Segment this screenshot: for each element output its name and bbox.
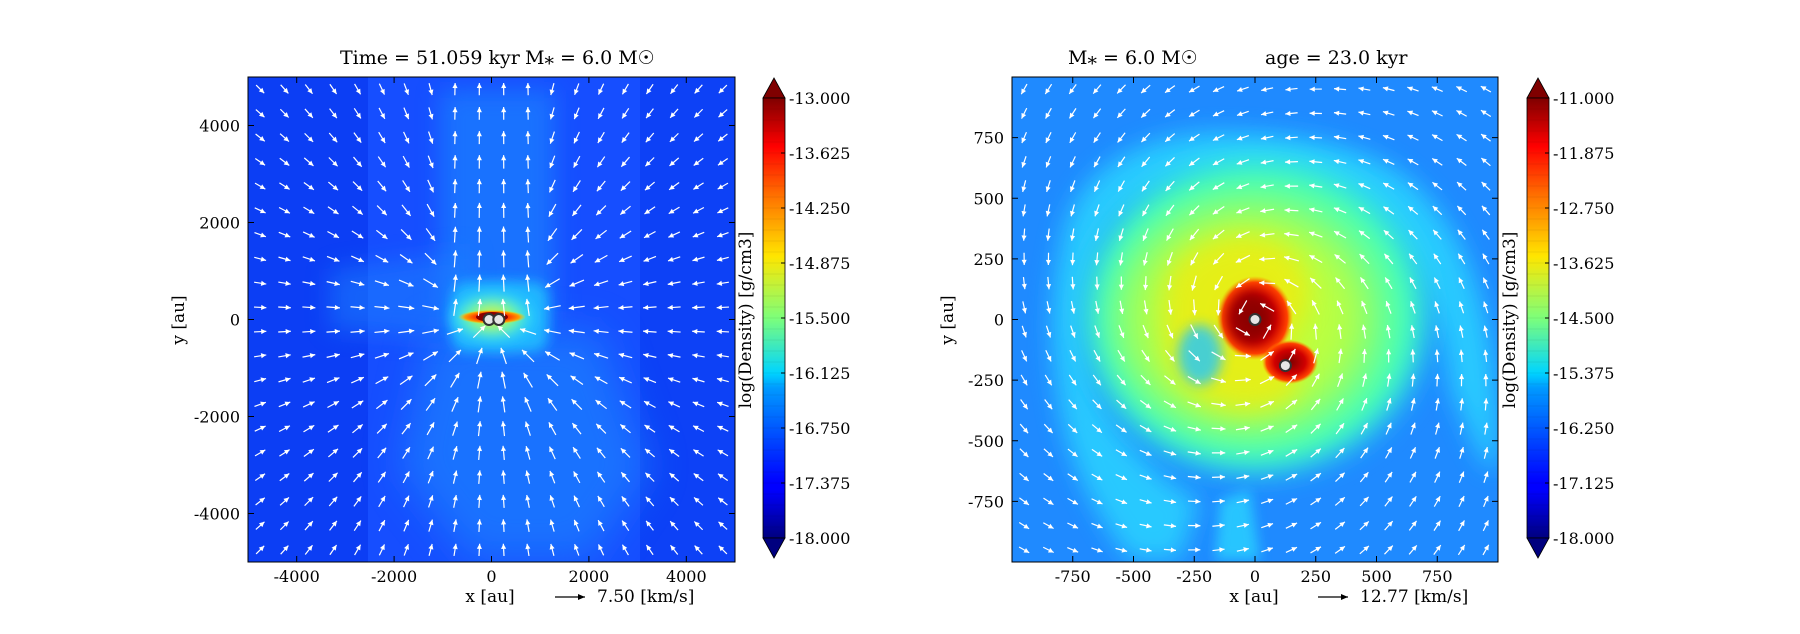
colorbar-tick-label: -17.375 — [789, 474, 850, 493]
title-right-part2: age = 23.0 kyr — [1265, 47, 1408, 69]
colorbar-tick-label: -11.000 — [1553, 89, 1614, 108]
y-tick-label: -2000 — [194, 408, 240, 427]
x-tick-label: -750 — [1055, 567, 1091, 586]
x-tick-label: 750 — [1422, 567, 1453, 586]
colorbar-tick-label: -12.750 — [1553, 199, 1614, 218]
panel-right: -750 -500 -250 0 250 500 750 -750 -500 -250 0 250 5… — [938, 47, 1614, 607]
colorbar-extend-top-right — [1527, 78, 1549, 98]
colorbar-tick-label: -14.875 — [789, 254, 850, 273]
velocity-key-left: 7.50 [km/s] — [555, 587, 694, 607]
velocity-key-label-right: 12.77 [km/s] — [1360, 587, 1468, 607]
colorbar-tick-label: -15.500 — [789, 309, 850, 328]
sink-particle — [493, 314, 504, 325]
x-tick-label: -500 — [1116, 567, 1152, 586]
x-tick-label: 2000 — [569, 567, 610, 586]
velocity-key-right: 12.77 [km/s] — [1318, 587, 1468, 607]
colorbar-extend-bottom-left — [763, 538, 785, 558]
colorbar-tick-label: -16.750 — [789, 419, 850, 438]
colorbar-tick-label: -13.000 — [789, 89, 850, 108]
sink-particles-left — [484, 314, 505, 325]
colorbar-tick-label: -15.375 — [1553, 364, 1614, 383]
x-tick-label: -4000 — [274, 567, 320, 586]
y-tick-label: 0 — [230, 311, 240, 330]
x-axis-label-left: x [au] — [465, 587, 514, 607]
colorbar-tick-label: -14.250 — [789, 199, 850, 218]
colorbar-tick-label: -13.625 — [1553, 254, 1614, 273]
colorbar-tick-label: -18.000 — [789, 529, 850, 548]
colorbar-extend-top-left — [763, 78, 785, 98]
y-tick-label: -750 — [968, 492, 1004, 511]
y-tick-label: 750 — [973, 129, 1004, 148]
y-tick-label: -250 — [968, 371, 1004, 390]
title-right-part1: M⁎ = 6.0 M☉ — [1068, 47, 1198, 69]
x-tick-label: -250 — [1176, 567, 1212, 586]
x-tick-label: -2000 — [371, 567, 417, 586]
velocity-key-label-left: 7.50 [km/s] — [597, 587, 694, 607]
x-tick-label: 500 — [1361, 567, 1392, 586]
title-left-part1: Time = 51.059 kyr — [340, 47, 521, 69]
colorbar-tick-label: -14.500 — [1553, 309, 1614, 328]
colorbar-label-right: log(Density) [g/cm3] — [1500, 232, 1520, 409]
y-tick-label: 500 — [973, 189, 1004, 208]
colorbar-tick-label: -11.875 — [1553, 144, 1614, 163]
x-tick-label: 0 — [1250, 567, 1260, 586]
x-axis-label-right: x [au] — [1229, 587, 1278, 607]
x-tick-label: 0 — [486, 567, 496, 586]
y-tick-label: 250 — [973, 250, 1004, 269]
colorbar-left: -13.000 -13.625 -14.250 -14.875 -15.500 -16.1… — [736, 78, 850, 558]
colorbar-tick-label: -18.000 — [1553, 529, 1614, 548]
colorbar-extend-bottom-right — [1527, 538, 1549, 558]
colorbar-tick-label: -16.250 — [1553, 419, 1614, 438]
sink-particle — [1280, 360, 1291, 371]
y-tick-label: -4000 — [194, 505, 240, 524]
title-left-part2: M⁎ = 6.0 M☉ — [525, 47, 655, 69]
colorbar-label-left: log(Density) [g/cm3] — [736, 232, 756, 409]
y-tick-label: 2000 — [199, 214, 240, 233]
colorbar-tick-label: -17.125 — [1553, 474, 1614, 493]
colorbar-ticks-left: -13.000 -13.625 -14.250 -14.875 -15.500 -16.1… — [781, 89, 850, 548]
colorbar-tick-label: -16.125 — [789, 364, 850, 383]
x-tick-label: 4000 — [666, 567, 707, 586]
colorbar-ticks-right: -11.000 -11.875 -12.750 -13.625 -14.500 -15.3… — [1545, 89, 1614, 548]
colorbar-tick-label: -13.625 — [789, 144, 850, 163]
colorbar-right: -11.000 -11.875 -12.750 -13.625 -14.500 -15.3… — [1500, 78, 1614, 558]
sink-particle — [1250, 314, 1261, 325]
y-axis-label-right: y [au] — [938, 295, 958, 345]
y-tick-label: 4000 — [199, 117, 240, 136]
x-tick-label: 250 — [1300, 567, 1331, 586]
y-tick-label: 0 — [994, 311, 1004, 330]
y-axis-label-left: y [au] — [169, 295, 189, 345]
y-tick-label: -500 — [968, 432, 1004, 451]
